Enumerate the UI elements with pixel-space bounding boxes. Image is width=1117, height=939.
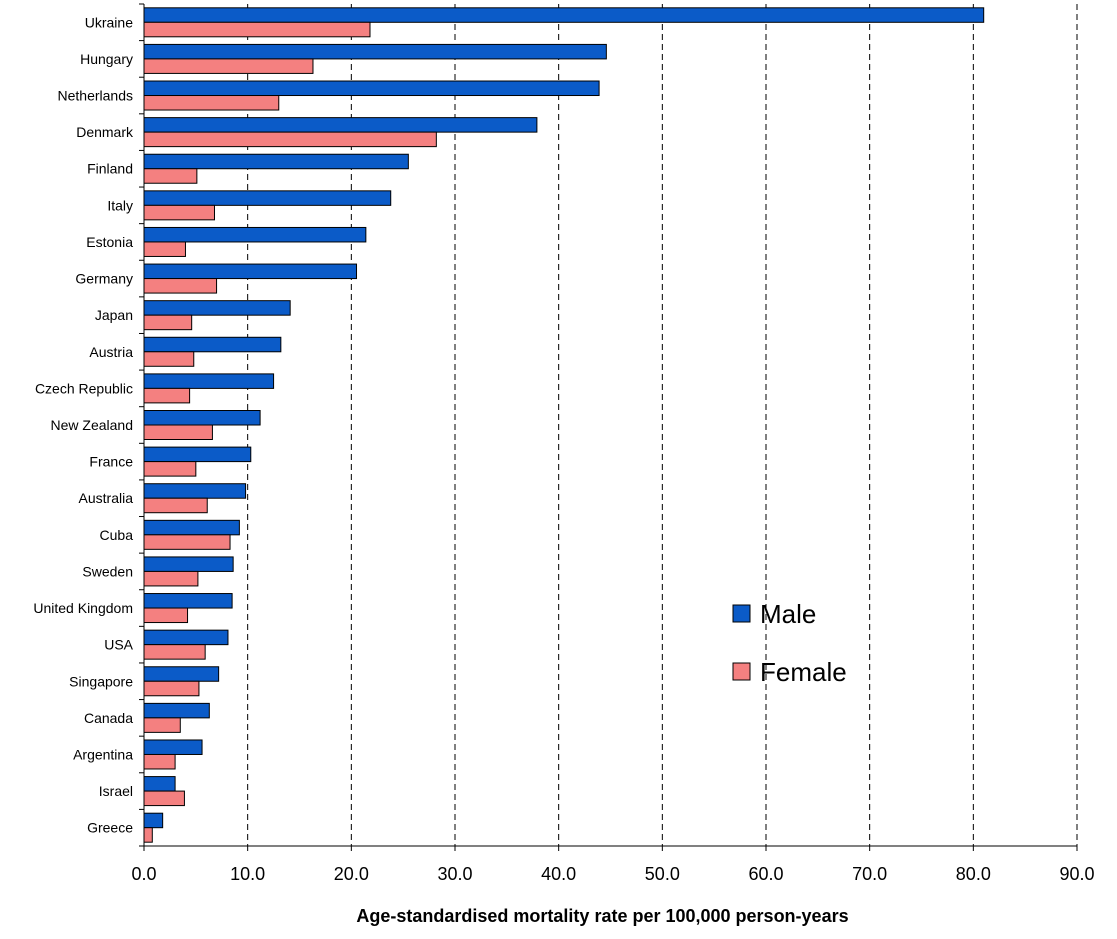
x-tick-label: 60.0 [748,864,783,884]
bar-female-austria [143,351,195,367]
category-label: Denmark [76,124,134,140]
category-label: Czech Republic [35,380,133,396]
category-label: Netherlands [58,88,134,104]
bar-male-france [143,446,252,463]
bar-male-argentina [143,739,203,755]
bar-male-denmark [143,117,538,133]
category-label: Greece [87,820,133,836]
x-tick-label: 10.0 [230,864,265,884]
bar-female-japan [143,314,193,331]
category-labels: Ukraine Hungary Netherlands Denmark Finland I… [33,3,144,847]
category-label: Hungary [80,51,133,67]
bar-male-estonia [143,226,367,243]
bar-male-singapore [143,666,220,682]
bar-female-argentina [143,753,176,770]
bar-male-israel [143,776,176,792]
bar-female-singapore [143,680,200,697]
bar-male-germany [143,263,358,280]
bar-female-finland [143,168,198,184]
category-label: Canada [84,710,133,726]
bar-female-usa [143,644,206,660]
category-label: Ukraine [85,14,133,30]
x-tick-labels: 0.0 10.0 20.0 30.0 40.0 50.0 60.0 70.0 80.0 90.0 [131,846,1095,884]
bar-male-netherlands [143,80,600,97]
bar-male-hungary [143,43,607,60]
bar-female-australia [143,497,208,514]
bar-female-united-kingdom [143,607,189,624]
bar-male-new-zealand [143,410,261,426]
category-label: France [89,454,133,470]
bar-female-germany [143,278,218,294]
x-axis-title: Age-standardised mortality rate per 100,… [356,906,848,926]
bar-female-denmark [143,131,437,148]
bar-female-netherlands [143,95,280,111]
legend-label-male: Male [760,599,816,629]
bar-male-austria [143,336,282,353]
category-label: Finland [87,161,133,177]
bar-male-finland [143,153,409,170]
x-tick-label: 0.0 [131,864,156,884]
legend-label-female: Female [760,657,847,687]
bar-female-sweden [143,570,199,587]
x-tick-label: 70.0 [852,864,887,884]
bar-male-canada [143,702,210,719]
bar-male-japan [143,300,291,316]
bar-female-new-zealand [143,424,213,440]
bar-male-italy [143,190,392,206]
x-tick-label: 20.0 [334,864,369,884]
bars [143,7,985,843]
category-label: Singapore [69,673,133,689]
bar-male-sweden [143,556,234,572]
category-label: Japan [95,307,133,323]
bar-male-ukraine [143,7,985,23]
category-label: Estonia [86,234,133,250]
x-tick-label: 90.0 [1059,864,1094,884]
category-label: Germany [75,271,133,287]
x-tick-label: 30.0 [437,864,472,884]
category-label: United Kingdom [33,600,133,616]
x-tick-label: 80.0 [956,864,991,884]
bar-male-australia [143,483,247,499]
category-label: Sweden [82,563,133,579]
legend: Male Female [732,599,847,687]
bar-female-ukraine [143,21,371,38]
legend-swatch-male [732,604,751,623]
category-label: Austria [89,344,133,360]
bar-female-czech-republic [143,387,191,404]
legend-swatch-female [732,662,751,681]
category-label: New Zealand [51,417,134,433]
category-label: Australia [79,490,134,506]
bar-female-estonia [143,241,186,257]
bar-male-greece [143,812,164,829]
category-label: Argentina [73,746,133,762]
bar-male-cuba [143,519,240,536]
x-tick-label: 50.0 [645,864,680,884]
category-label: Israel [99,783,133,799]
bar-female-greece [143,827,153,843]
bar-female-canada [143,717,181,733]
category-label: USA [104,637,133,653]
category-label: Italy [107,197,133,213]
bar-female-cuba [143,534,231,550]
category-label: Cuba [100,527,134,543]
bar-male-usa [143,629,229,646]
bar-male-czech-republic [143,373,275,389]
bar-female-italy [143,204,215,221]
bar-female-israel [143,790,185,807]
bar-female-hungary [143,58,314,74]
bar-female-france [143,461,197,477]
bar-male-united-kingdom [143,593,233,609]
x-tick-label: 40.0 [541,864,576,884]
